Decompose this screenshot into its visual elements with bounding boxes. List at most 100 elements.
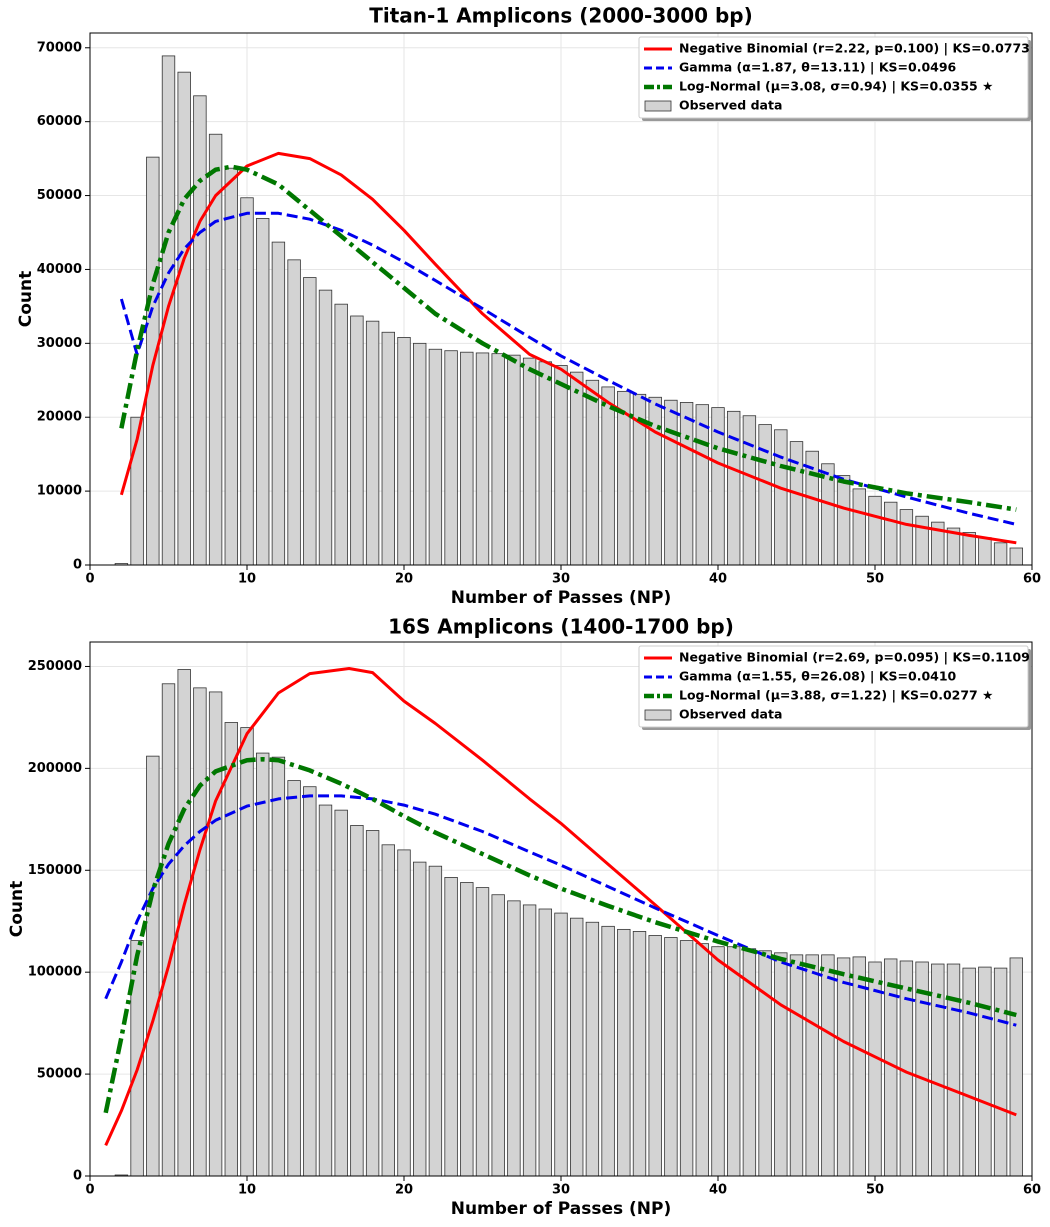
- panel: 0 50000 100000 150000 200000 250000 0 10 20 30 40 5…: [7, 615, 1041, 1220]
- bar: [318, 804, 333, 1176]
- bar: [585, 921, 600, 1176]
- bar: [962, 967, 976, 1176]
- x-tick-label: 50: [866, 572, 884, 587]
- bar: [931, 521, 945, 565]
- bar: [617, 928, 631, 1176]
- y-tick-label: 20000: [37, 410, 82, 425]
- bar: [350, 315, 364, 565]
- axes-frame: [89, 32, 1033, 566]
- legend-swatch: [644, 100, 672, 112]
- y-tick-label: 40000: [37, 262, 82, 277]
- bar: [224, 167, 238, 565]
- bar: [413, 861, 427, 1176]
- bar: [570, 917, 584, 1176]
- bar: [240, 727, 254, 1176]
- bar: [224, 722, 238, 1176]
- bar: [601, 925, 615, 1176]
- bar: [475, 352, 490, 565]
- bar: [978, 966, 992, 1176]
- bar: [287, 780, 301, 1176]
- chart-title: Titan-1 Amplicons (2000-3000 bp): [369, 4, 753, 28]
- bar: [256, 752, 270, 1176]
- bar: [852, 488, 866, 565]
- bar: [334, 303, 348, 565]
- bar: [915, 961, 929, 1176]
- bar: [365, 830, 380, 1176]
- y-tick-label: 50000: [37, 1067, 82, 1082]
- bar: [208, 133, 223, 565]
- bar: [256, 218, 270, 565]
- bar: [695, 943, 709, 1176]
- legend-swatch: [644, 709, 672, 721]
- bar: [428, 865, 443, 1176]
- plot-area: [114, 55, 1023, 565]
- y-tick-label: 200000: [28, 761, 82, 776]
- bar: [742, 415, 757, 565]
- x-tick-label: 60: [1023, 1183, 1041, 1198]
- bar: [334, 809, 348, 1176]
- bar: [271, 756, 286, 1176]
- bar: [240, 197, 254, 565]
- plot-area: [103, 667, 1023, 1176]
- fit-line: [119, 164, 1017, 512]
- bar: [177, 71, 191, 565]
- chart-title: 16S Amplicons (1400-1700 bp): [388, 615, 734, 639]
- y-tick-label: 60000: [37, 114, 82, 129]
- y-tick-label: 0: [73, 1169, 82, 1184]
- bar: [444, 877, 458, 1176]
- bar: [397, 849, 411, 1176]
- bar: [491, 894, 505, 1176]
- bar: [146, 755, 160, 1176]
- bar: [727, 946, 741, 1176]
- bar: [538, 361, 552, 565]
- bar: [962, 532, 976, 565]
- panel: 0 10000 20000 30000 40000 50000 60000 70000 0 10 2…: [16, 4, 1041, 609]
- bar: [899, 509, 914, 565]
- bar: [836, 957, 851, 1176]
- bar: [271, 241, 286, 565]
- bar: [460, 351, 474, 565]
- bar: [993, 967, 1008, 1176]
- bar: [570, 371, 584, 565]
- bar: [774, 429, 788, 565]
- bar: [758, 950, 772, 1176]
- y-tick-label: 250000: [28, 659, 82, 674]
- bar: [1009, 957, 1023, 1176]
- legend-box: [638, 645, 1029, 728]
- bar: [350, 825, 364, 1176]
- x-tick-label: 10: [238, 572, 256, 587]
- x-tick-label: 20: [395, 1183, 413, 1198]
- y-tick-label: 30000: [37, 336, 82, 351]
- bar: [161, 683, 176, 1176]
- bar: [946, 963, 961, 1176]
- bar: [679, 940, 694, 1176]
- bar: [507, 900, 521, 1176]
- x-tick-label: 30: [552, 572, 570, 587]
- y-tick-label: 150000: [28, 863, 82, 878]
- bar: [413, 342, 427, 565]
- bar: [868, 495, 882, 565]
- bar: [978, 537, 992, 565]
- legend-label: Negative Binomial (r=2.22, p=0.100) | KS…: [679, 41, 1030, 56]
- bar: [303, 277, 317, 565]
- bar: [648, 935, 662, 1176]
- bar: [444, 350, 458, 565]
- legend-label: Gamma (α=1.55, θ=26.08) | KS=0.0410: [679, 669, 957, 684]
- bar: [884, 501, 898, 565]
- y-tick-label: 10000: [37, 484, 82, 499]
- x-axis-label: Number of Passes (NP): [451, 1199, 672, 1219]
- x-tick-label: 30: [552, 1183, 570, 1198]
- bar: [397, 337, 411, 565]
- fit-line: [119, 151, 1017, 545]
- bar: [114, 1174, 129, 1176]
- bar: [695, 404, 709, 565]
- bar: [915, 515, 929, 565]
- bar: [632, 393, 647, 565]
- bar: [585, 379, 600, 565]
- bar: [428, 348, 443, 565]
- bar: [522, 904, 537, 1176]
- bar: [318, 289, 333, 565]
- y-tick-label: 70000: [37, 40, 82, 55]
- legend-label: Log-Normal (μ=3.88, σ=1.22) | KS=0.0277 …: [679, 688, 993, 703]
